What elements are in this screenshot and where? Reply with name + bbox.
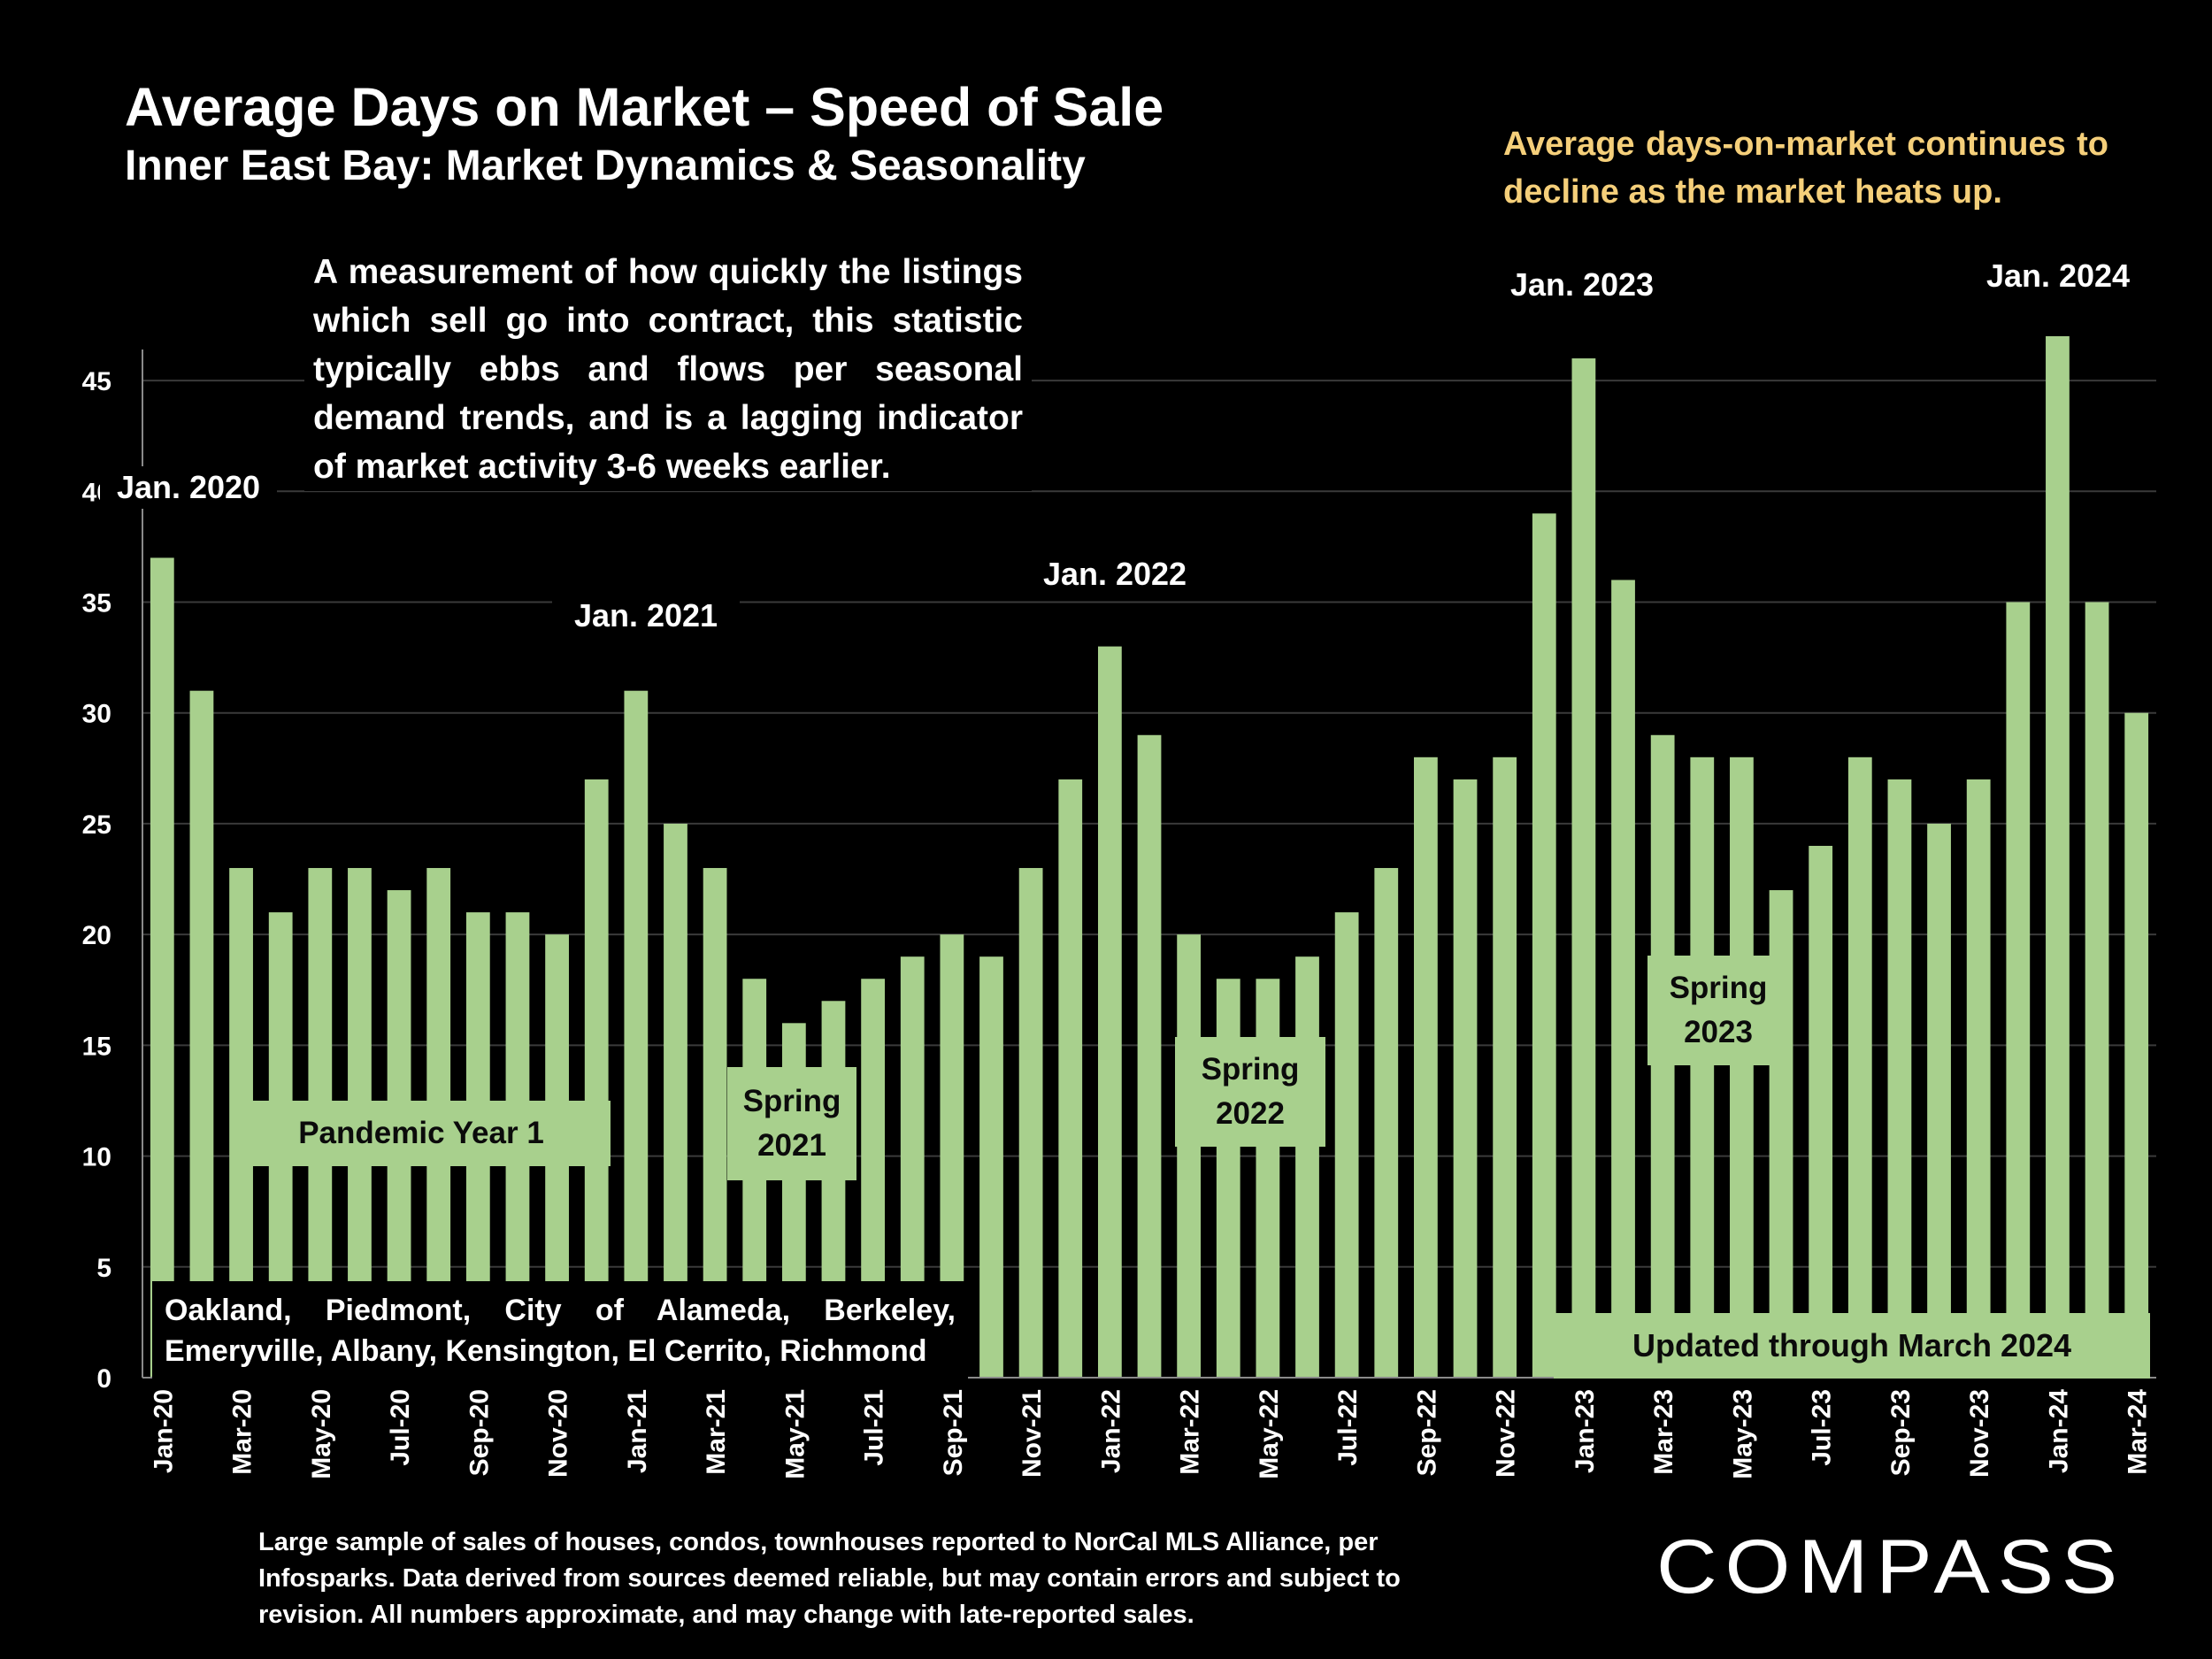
x-tick-labels: Jan-20 Mar-20 May-20 Jul-20 Sep-20 Nov-20 Jan-… <box>149 1389 2152 1479</box>
annotation-jan-2024: Jan. 2024 <box>1985 257 2131 294</box>
bar <box>979 956 1003 1378</box>
x-tick-label: Sep-23 <box>1886 1389 1916 1476</box>
x-tick-label: Nov-21 <box>1018 1389 1047 1478</box>
x-tick-label: Jul-23 <box>1808 1389 1837 1466</box>
bar <box>1058 779 1083 1378</box>
bar <box>1571 358 1596 1379</box>
y-tick-label: 10 <box>82 1143 111 1172</box>
x-tick-label: Mar-23 <box>1649 1389 1678 1475</box>
x-tick-label: Jan-20 <box>149 1389 178 1473</box>
annotation-spring-2023: Spring 2023 <box>1647 956 1789 1065</box>
x-tick-label: Nov-23 <box>1965 1389 1994 1478</box>
bar <box>1097 646 1122 1378</box>
annotation-spring-2022: Spring 2022 <box>1175 1037 1325 1147</box>
bar <box>1730 757 1754 1378</box>
bar <box>1334 912 1359 1378</box>
bar <box>1611 580 1635 1378</box>
bar <box>1177 934 1202 1378</box>
x-tick-label: Sep-22 <box>1412 1389 1441 1476</box>
y-tick-label: 30 <box>82 700 111 729</box>
x-tick-label: May-23 <box>1728 1389 1757 1479</box>
x-tick-label: Nov-22 <box>1492 1389 1521 1478</box>
svg-text:COMPASS: COMPASS <box>1656 1529 2125 1600</box>
y-tick-label: 45 <box>82 367 111 396</box>
x-tick-label: Jan-23 <box>1571 1389 1600 1473</box>
y-tick-label: 25 <box>82 810 111 840</box>
x-tick-label: Jan-24 <box>2044 1389 2073 1473</box>
x-tick-label: May-22 <box>1255 1389 1284 1479</box>
bar <box>1414 757 1438 1378</box>
bar <box>1532 513 1556 1378</box>
bar <box>1295 956 1319 1378</box>
bar <box>1493 757 1517 1378</box>
compass-logo: COMPASS <box>1656 1529 2125 1600</box>
annotation-pandemic-year-1: Pandemic Year 1 <box>232 1101 611 1166</box>
bar <box>584 779 609 1378</box>
description-text: A measurement of how quickly the listing… <box>304 248 1032 491</box>
bar <box>2046 336 2070 1378</box>
x-tick-label: Mar-24 <box>2124 1389 2153 1475</box>
y-tick-label: 5 <box>96 1254 111 1283</box>
bar <box>1690 757 1715 1378</box>
callout-text: Average days-on-market continues to decl… <box>1503 126 2108 211</box>
annotation-jan-2020: Jan. 2020 <box>100 466 277 509</box>
x-tick-label: May-21 <box>780 1389 810 1479</box>
bar <box>2006 602 2031 1378</box>
x-tick-label: Nov-20 <box>544 1389 573 1478</box>
x-tick-label: Mar-21 <box>702 1389 731 1475</box>
bar <box>624 690 649 1378</box>
page-title: Average Days on Market – Speed of Sale <box>125 77 1164 137</box>
annotation-updated-through: Updated through March 2024 <box>1554 1313 2150 1379</box>
annotation-jan-2021: Jan. 2021 <box>552 595 740 637</box>
x-tick-label: Jul-20 <box>386 1389 415 1466</box>
x-tick-label: Mar-22 <box>1176 1389 1205 1475</box>
footnote: Large sample of sales of houses, condos,… <box>258 1528 1401 1629</box>
bar <box>1809 845 1833 1378</box>
cities-note: Oakland, Piedmont, City of Alameda, Berk… <box>152 1281 968 1380</box>
annotation-jan-2022: Jan. 2022 <box>1026 553 1203 595</box>
x-tick-label: Jan-22 <box>1096 1389 1125 1473</box>
page-subtitle: Inner East Bay: Market Dynamics & Season… <box>125 142 1086 189</box>
x-tick-label: May-20 <box>307 1389 336 1479</box>
y-tick-label: 20 <box>82 921 111 950</box>
bar <box>189 690 214 1378</box>
bar <box>2085 602 2109 1378</box>
bar <box>1966 779 1991 1378</box>
x-tick-label: Mar-20 <box>228 1389 257 1475</box>
annotation-jan-2023: Jan. 2023 <box>1494 264 1671 306</box>
y-tick-label: 15 <box>82 1032 111 1061</box>
bar <box>1453 779 1478 1378</box>
bar <box>2124 712 2149 1378</box>
bar <box>1018 868 1043 1378</box>
x-tick-label: Sep-21 <box>939 1389 968 1476</box>
x-tick-label: Jul-21 <box>860 1389 889 1466</box>
x-tick-label: Jul-22 <box>1333 1389 1363 1466</box>
y-tick-label: 35 <box>82 589 111 618</box>
annotation-spring-2021: Spring 2021 <box>727 1067 856 1180</box>
bar <box>1374 868 1399 1378</box>
y-tick-label: 0 <box>96 1364 111 1394</box>
bar <box>1847 757 1872 1378</box>
x-tick-label: Sep-20 <box>465 1389 494 1476</box>
bar <box>1887 779 1912 1378</box>
bar <box>1137 734 1162 1378</box>
bar <box>150 557 174 1378</box>
x-tick-label: Jan-21 <box>623 1389 652 1473</box>
bar <box>1927 823 1951 1378</box>
bars <box>150 336 2149 1379</box>
